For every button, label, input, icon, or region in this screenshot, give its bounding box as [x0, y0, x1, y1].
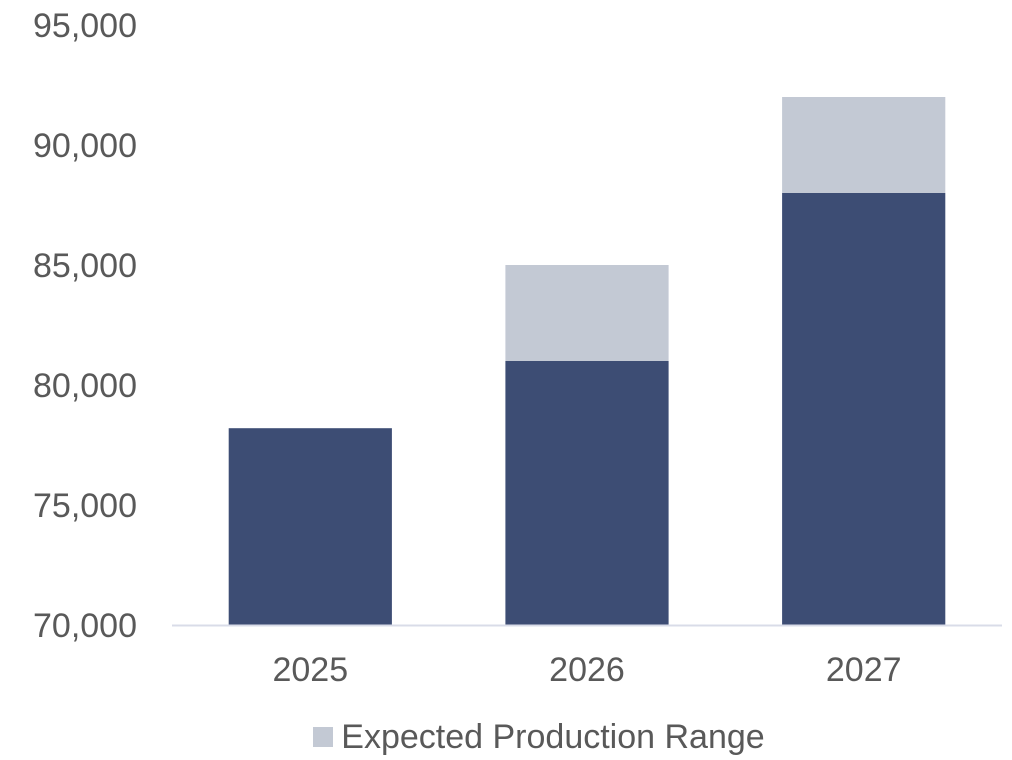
- y-tick-label: 95,000: [33, 7, 137, 45]
- legend-label: Expected Production Range: [341, 717, 765, 756]
- y-tick-label: 80,000: [33, 367, 137, 405]
- y-axis: 70,000 75,000 80,000 85,000 90,000 95,000: [33, 7, 137, 645]
- bar-2026-series-1: [505, 265, 669, 361]
- y-tick-label: 75,000: [33, 487, 137, 525]
- legend-item-expected-production-range: Expected Production Range: [313, 717, 765, 757]
- x-tick-label: 2027: [826, 651, 902, 689]
- legend: Expected Production Range: [0, 714, 1012, 760]
- y-tick-label: 85,000: [33, 247, 137, 285]
- bar-2025-series-0: [228, 428, 392, 625]
- chart-canvas: 70,000 75,000 80,000 85,000 90,000 95,000 202…: [33, 7, 1002, 689]
- bar-2026-series-0: [505, 361, 669, 625]
- y-tick-label: 90,000: [33, 127, 137, 165]
- legend-swatch: [313, 727, 334, 747]
- x-tick-label: 2025: [272, 651, 348, 689]
- bar-2027-series-1: [782, 97, 946, 193]
- y-tick-label: 70,000: [33, 607, 137, 645]
- x-tick-label: 2026: [549, 651, 625, 689]
- bars-group: [228, 97, 946, 625]
- bar-2027-series-0: [782, 193, 946, 625]
- x-axis: 2025 2026 2027: [172, 624, 1002, 689]
